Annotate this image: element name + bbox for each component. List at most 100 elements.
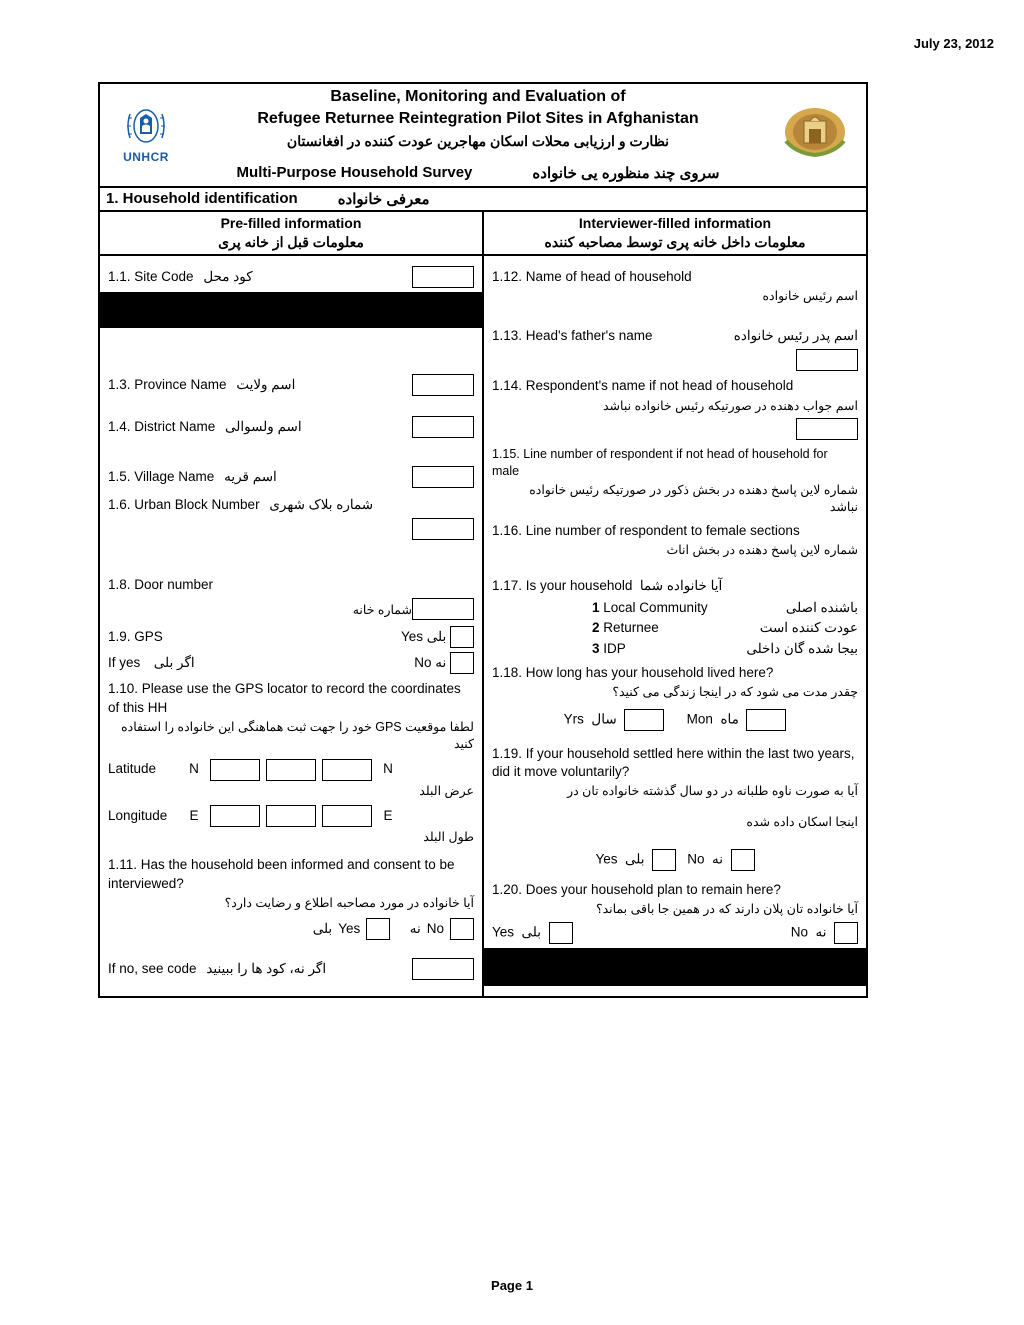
title-en-line1: Baseline, Monitoring and Evaluation of [194,86,762,108]
lon-box1[interactable] [210,805,260,827]
unhcr-logo: UNHCR [106,104,186,164]
q1-4-input[interactable] [412,416,474,438]
q1-12-label: 1.12. Name of head of household [492,268,858,286]
q1-20-label: 1.20. Does your household plan to remain… [492,881,858,899]
q1-5-row: 1.5. Village Name اسم قریه [108,466,474,488]
title-fa: نظارت و ارزیابی محلات اسکان مهاجرین عودت… [194,133,762,150]
q1-19-yesno: Yes بلی No نه [492,849,858,871]
q1-11-yes-box[interactable] [366,918,390,940]
q1-11-ifno-box[interactable] [412,958,474,980]
lon-label: Longitude [108,807,178,825]
q1-18-block: 1.18. How long has your household lived … [492,664,858,701]
title-en-line2: Refugee Returnee Reintegration Pilot Sit… [194,108,762,130]
section-1-title-fa: معرفی خانواده [338,190,430,208]
q1-20-yes-fa: بلی [522,925,541,940]
lon-fa: طول البلد [108,829,474,846]
q1-1-input[interactable] [412,266,474,288]
opt2-fa: عودت کننده است [760,619,858,637]
q1-20-block: 1.20. Does your household plan to remain… [492,881,858,918]
opt1-num: 1 [592,600,600,615]
q1-20-yes-box[interactable] [549,922,573,944]
q1-5-label-fa: اسم قریه [224,469,277,484]
q1-11-yes: Yes [338,920,360,938]
lat-label: Latitude [108,760,178,778]
q1-10-label-fa: لطفا موقعیت GPS خود را جهت ثبت هماهنگی ا… [108,719,474,753]
q1-11-yesno: بلی Yes نه No [108,918,474,940]
q1-4-row: 1.4. District Name اسم ولسوالی [108,416,474,438]
lat-box3[interactable] [322,759,372,781]
q1-6-label: 1.6. Urban Block Number [108,497,260,512]
form-header: UNHCR Baseline, Monitoring and Evaluatio… [100,84,866,188]
q1-9-no-fa: نه [435,654,446,672]
lon-box2[interactable] [266,805,316,827]
q1-11-block: 1.11. Has the household been informed an… [108,856,474,911]
q1-17-options: 1 Local Community باشنده اصلی 2 Returnee… [592,599,858,658]
mon-fa: ماه [720,712,738,727]
redacted-block-1 [100,292,482,328]
opt3-num: 3 [592,641,600,656]
mon-input[interactable] [746,709,786,731]
redacted-block-2 [484,948,866,986]
q1-5-label: 1.5. Village Name [108,469,214,484]
longitude-row: Longitude E E [108,805,474,827]
q1-11-label: 1.11. Has the household been informed an… [108,856,474,892]
q1-11-ifno-row: If no, see code اگر نه، کود ها را ببینید [108,958,474,980]
lat-box1[interactable] [210,759,260,781]
q1-13-input[interactable] [796,349,858,371]
q1-4-label-fa: اسم ولسوالی [225,419,302,434]
page-number: Page 1 [0,1278,1024,1293]
q1-11-no: No [427,920,444,938]
q1-17-row: 1.17. Is your household آیا خانواده شما [492,577,858,595]
q1-9-no-row: If yes اگر بلی No نه [108,652,474,674]
subtitle-fa: سروی چند منظوره یی خانواده [532,164,719,182]
q1-19-no-box[interactable] [731,849,755,871]
opt-3: 3 IDP بیجا شده گان داخلی [592,640,858,658]
q1-8-label-fa: شماره خانه [108,602,412,619]
right-col-header: Interviewer-filled information معلومات د… [484,212,866,254]
opt2-num: 2 [592,620,600,635]
q1-14-input[interactable] [796,418,858,440]
q1-19-label: 1.19. If your household settled here wit… [492,745,858,781]
q1-11-ifno-fa: اگر نه، کود ها را ببینید [206,961,326,976]
q1-19-fa2: اینجا اسکان داده شده [492,814,858,831]
left-header-en: Pre-filled information [221,215,362,231]
q1-10-block: 1.10. Please use the GPS locator to reco… [108,680,474,752]
q1-17-label: 1.17. Is your household [492,577,632,595]
form-body: 1.1. Site Code کود محل 1.3. Province Nam… [100,256,866,996]
lat-n2: N [378,760,398,778]
subtitle-en: Multi-Purpose Household Survey [237,164,473,182]
q1-18-label: 1.18. How long has your household lived … [492,664,858,682]
opt3-fa: بیجا شده گان داخلی [746,640,858,658]
q1-3-input[interactable] [412,374,474,396]
yrs-fa: سال [591,712,616,727]
q1-6-input[interactable] [412,518,474,540]
q1-3-row: 1.3. Province Name اسم ولایت [108,374,474,396]
survey-form: UNHCR Baseline, Monitoring and Evaluatio… [98,82,868,998]
q1-5-input[interactable] [412,466,474,488]
q1-14-label: 1.14. Respondent's name if not head of h… [492,377,858,395]
right-header-fa: معلومات داخل خانه پری توسط مصاحبه کننده [488,233,862,252]
q1-6-row: 1.6. Urban Block Number شماره بلاک شهری [108,496,474,514]
latitude-row: Latitude N N [108,759,474,781]
lat-fa: عرض البلد [108,783,474,800]
lon-box3[interactable] [322,805,372,827]
lon-e1: E [184,807,204,825]
q1-1-row: 1.1. Site Code کود محل [108,266,474,288]
right-header-en: Interviewer-filled information [579,215,771,231]
q1-3-label-fa: اسم ولایت [236,377,295,392]
opt3-en: IDP [603,641,626,656]
q1-17-fa: آیا خانواده شما [640,577,722,595]
yrs-input[interactable] [624,709,664,731]
q1-12-block: 1.12. Name of head of household اسم رئیس… [492,268,858,305]
q1-11-no-box[interactable] [450,918,474,940]
q1-8-input[interactable] [412,598,474,620]
q1-19-yes: Yes [595,852,617,867]
lat-box2[interactable] [266,759,316,781]
left-column: 1.1. Site Code کود محل 1.3. Province Nam… [100,256,484,996]
q1-20-no-box[interactable] [834,922,858,944]
q1-9-no-box[interactable] [450,652,474,674]
q1-19-yes-box[interactable] [652,849,676,871]
q1-9-yes-box[interactable] [450,626,474,648]
q1-14-block: 1.14. Respondent's name if not head of h… [492,377,858,414]
q1-15-block: 1.15. Line number of respondent if not h… [492,446,858,516]
